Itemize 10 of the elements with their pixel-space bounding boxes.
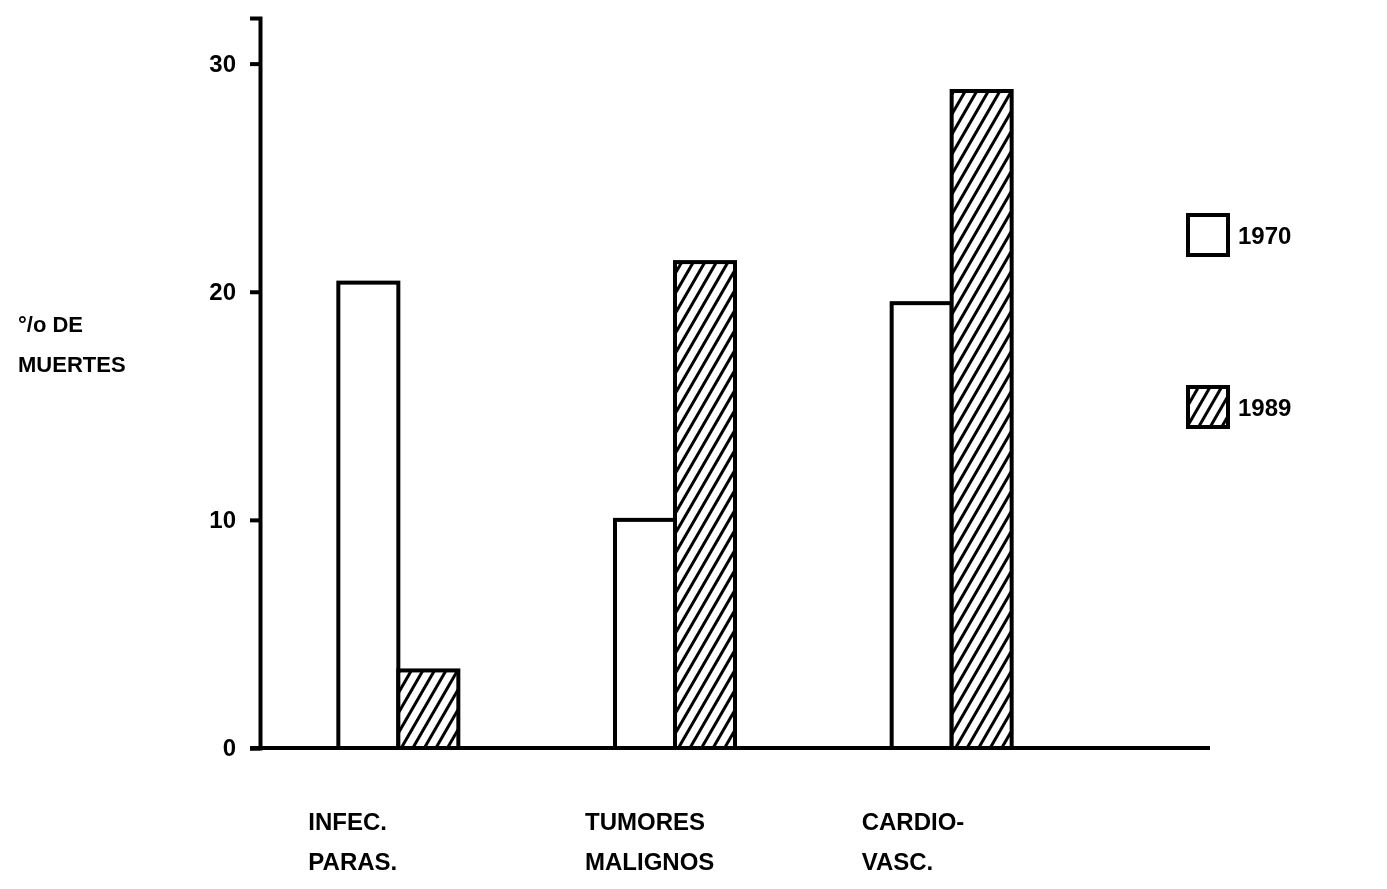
y-tick-label: 20 (209, 277, 236, 305)
y-tick-label: 30 (209, 49, 236, 77)
y-axis-title: °/o DE MUERTES (18, 312, 126, 377)
x-tick-label: CARDIO- VASC. (861, 808, 965, 875)
y-tick-label: 0 (222, 734, 236, 762)
legend-label: 1970 (1238, 222, 1292, 249)
x-tick-label: INFEC. PARAS. (308, 808, 398, 875)
y-tick-label: 10 (209, 506, 236, 534)
x-tick-label: TUMORES MALIGNOS (585, 808, 715, 875)
legend-label: 1989 (1238, 394, 1292, 421)
